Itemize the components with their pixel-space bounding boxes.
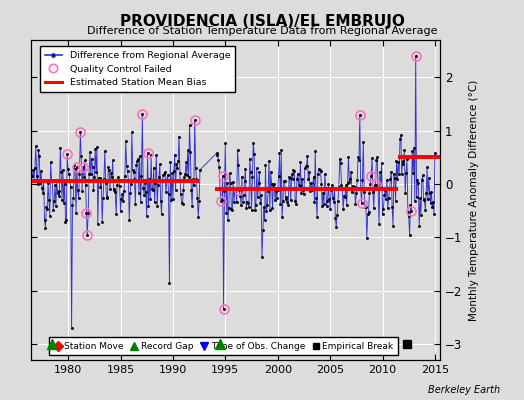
Text: Berkeley Earth: Berkeley Earth [428, 385, 500, 395]
Text: PROVIDENCIA (ISLA)/EL EMBRUJO: PROVIDENCIA (ISLA)/EL EMBRUJO [119, 14, 405, 29]
Legend: Station Move, Record Gap, Time of Obs. Change, Empirical Break: Station Move, Record Gap, Time of Obs. C… [49, 338, 398, 356]
Y-axis label: Monthly Temperature Anomaly Difference (°C): Monthly Temperature Anomaly Difference (… [470, 79, 479, 321]
Text: Difference of Station Temperature Data from Regional Average: Difference of Station Temperature Data f… [87, 26, 437, 36]
